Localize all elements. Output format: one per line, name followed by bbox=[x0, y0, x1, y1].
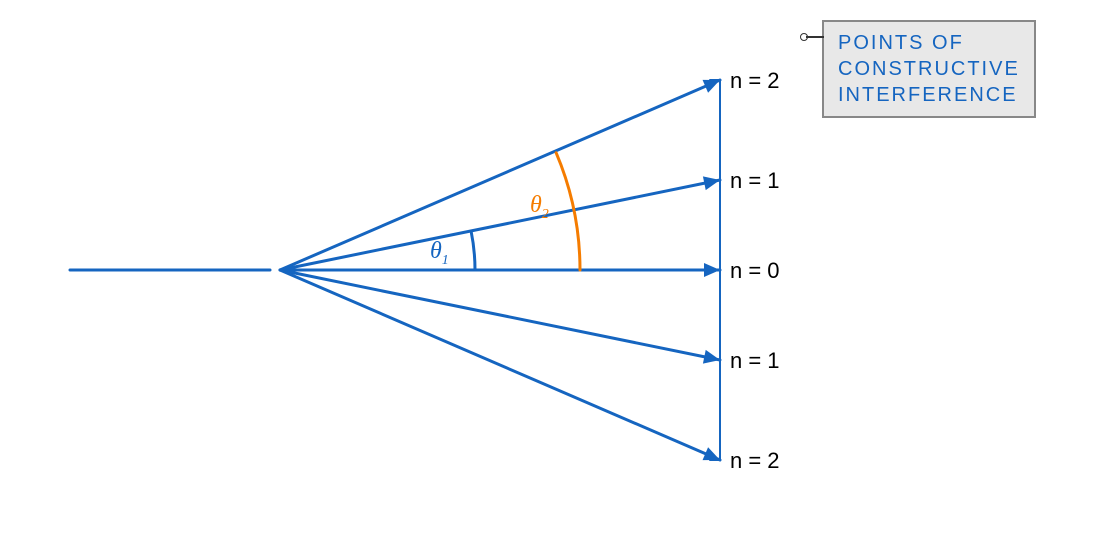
callout-leader bbox=[806, 36, 824, 38]
callout-box: POINTS OF CONSTRUCTIVE INTERFERENCE bbox=[822, 20, 1036, 118]
theta1-label: θ1 bbox=[430, 238, 449, 269]
callout-line-1: CONSTRUCTIVE bbox=[838, 56, 1020, 82]
theta2-label: θ2 bbox=[530, 192, 549, 223]
n-label-2: n = 0 bbox=[730, 258, 780, 284]
n-label-0: n = 2 bbox=[730, 68, 780, 94]
theta1-symbol: θ bbox=[430, 238, 442, 264]
callout-line-0: POINTS OF bbox=[838, 30, 1020, 56]
n-label-4: n = 2 bbox=[730, 448, 780, 474]
theta2-sub: 2 bbox=[542, 207, 549, 222]
callout-line-2: INTERFERENCE bbox=[838, 82, 1020, 108]
n-label-1: n = 1 bbox=[730, 168, 780, 194]
theta1-sub: 1 bbox=[442, 253, 449, 268]
n-label-3: n = 1 bbox=[730, 348, 780, 374]
theta2-symbol: θ bbox=[530, 192, 542, 218]
